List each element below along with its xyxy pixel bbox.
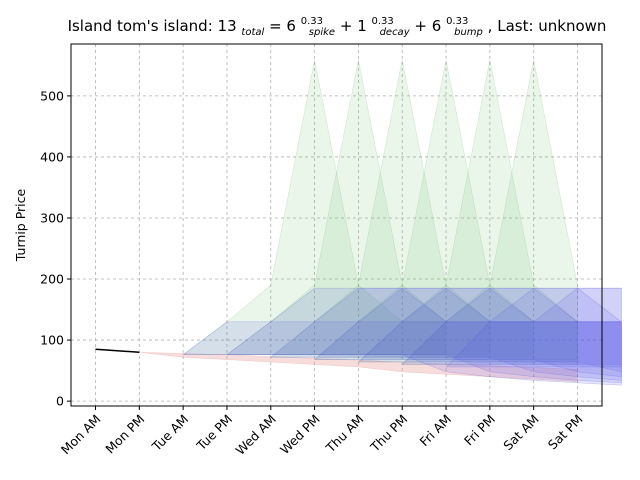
bump-band [445, 287, 622, 368]
y-axis-label: Turnip Price [13, 189, 28, 263]
x-tick-label: Wed PM [277, 412, 323, 458]
y-tick-label: 200 [40, 272, 64, 287]
spike-band [226, 59, 491, 355]
title-total-sub: total [241, 27, 264, 38]
spike-band [313, 59, 578, 360]
x-tick-label: Mon PM [102, 412, 147, 457]
y-tick-label: 300 [40, 210, 64, 225]
spike-band [182, 59, 447, 355]
title-total-count: 13 [218, 17, 237, 35]
decay-band [139, 352, 578, 382]
y-tick-label: 100 [40, 333, 64, 348]
plot-frame [70, 43, 603, 407]
x-tick-label: Mon AM [58, 412, 104, 458]
title-suffix: , Last: unknown [488, 17, 607, 35]
title-decay-sub: decay [380, 27, 411, 38]
x-tick-label: Sat PM [545, 412, 586, 453]
title-eq: = [269, 17, 286, 35]
x-tick-label: Thu PM [367, 412, 411, 456]
spike-band [401, 59, 578, 365]
title-bump-count: 6 [432, 17, 442, 35]
title-plus2: + [414, 17, 431, 35]
title-bump-sup: 0.33 [446, 16, 468, 27]
bump-band [269, 287, 622, 381]
x-tick-label: Fri AM [417, 412, 455, 450]
title-spike-sub: spike [309, 27, 335, 38]
x-tick-label: Sat AM [500, 412, 542, 454]
known-price-line [95, 348, 140, 354]
x-tick-label: Thu AM [322, 412, 366, 456]
x-tick-label: Wed AM [233, 412, 279, 458]
y-tick-label: 0 [56, 394, 64, 409]
title-decay-count: 1 [357, 17, 367, 35]
x-tick-label: Fri PM [461, 412, 498, 449]
x-tick-label: Tue AM [148, 412, 191, 455]
title-spike-sup: 0.33 [301, 16, 323, 27]
title-decay-sup: 0.33 [372, 16, 394, 27]
chart-title: Island tom's island: 13 total = 6 0.33 s… [68, 10, 607, 39]
title-bump-sub: bump [454, 27, 483, 38]
bump-band [401, 287, 622, 365]
title-prefix: Island tom's island: [68, 17, 218, 35]
x-tick-label: Tue PM [193, 412, 235, 454]
y-tick-label: 500 [40, 88, 64, 103]
bump-band [313, 287, 622, 378]
line-layer [95, 348, 140, 354]
title-plus1: + [340, 17, 357, 35]
band-layer [139, 59, 622, 386]
bump-band [226, 287, 622, 384]
title-spike-count: 6 [286, 17, 296, 35]
grid-layer [71, 44, 602, 406]
bump-band [182, 287, 622, 386]
spike-band [357, 59, 578, 363]
bump-band [357, 287, 622, 373]
svg-text:Island tom's island:: Island tom's island: 13 total = 6 0.33 s… [68, 10, 607, 39]
spike-band [269, 59, 534, 358]
y-tick-label: 400 [40, 149, 64, 164]
